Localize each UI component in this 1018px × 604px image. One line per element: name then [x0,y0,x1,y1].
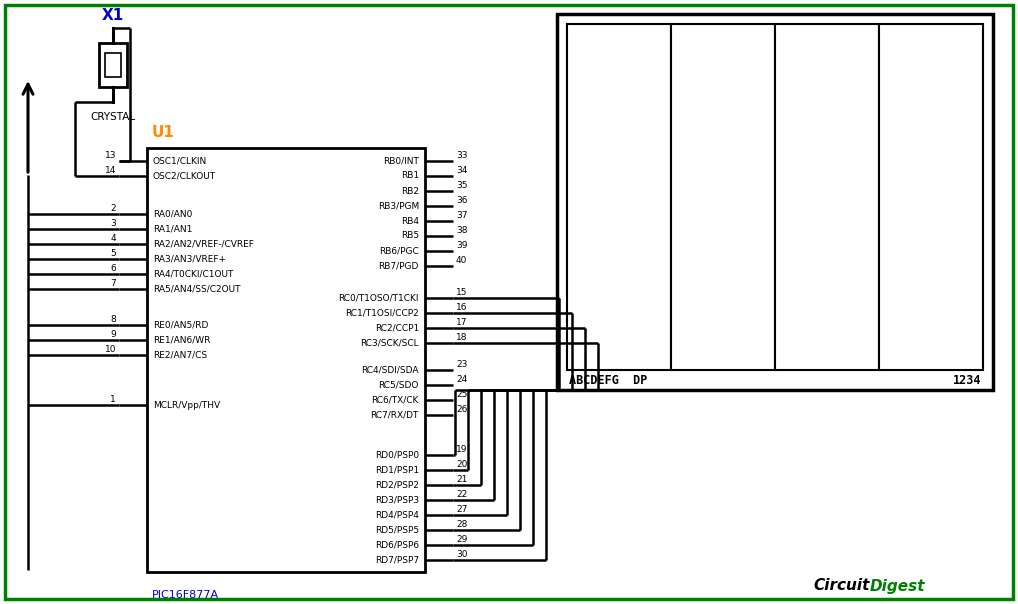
Text: 38: 38 [456,226,467,235]
Text: 37: 37 [456,211,467,220]
Text: RD7/PSP7: RD7/PSP7 [375,556,419,565]
Text: 19: 19 [456,445,467,454]
Text: RB6/PGC: RB6/PGC [380,246,419,255]
Text: 27: 27 [456,505,467,514]
Text: Circuit: Circuit [813,579,870,594]
Text: RA2/AN2/VREF-/CVREF: RA2/AN2/VREF-/CVREF [153,240,253,248]
Bar [567,24,671,370]
Text: 36: 36 [456,196,467,205]
Text: 25: 25 [456,390,467,399]
Text: RB7/PGD: RB7/PGD [379,262,419,271]
Text: 4: 4 [110,234,116,243]
Text: 13: 13 [105,151,116,160]
Text: RE1/AN6/WR: RE1/AN6/WR [153,335,211,344]
Text: 29: 29 [456,535,467,544]
Text: ABCDEFG  DP: ABCDEFG DP [569,373,647,387]
Bar [105,53,121,77]
Text: 1: 1 [110,395,116,404]
Text: RB4: RB4 [401,216,419,225]
Text: Digest: Digest [870,579,925,594]
Text: RD6/PSP6: RD6/PSP6 [375,541,419,550]
Text: RC3/SCK/SCL: RC3/SCK/SCL [360,338,419,347]
Text: 35: 35 [456,181,467,190]
Bar [671,24,775,370]
Text: 24: 24 [456,375,467,384]
Text: 21: 21 [456,475,467,484]
Text: RA3/AN3/VREF+: RA3/AN3/VREF+ [153,254,226,263]
Text: RC4/SDI/SDA: RC4/SDI/SDA [361,365,419,374]
Text: RA5/AN4/SS/C2OUT: RA5/AN4/SS/C2OUT [153,284,240,294]
Text: RA4/T0CKI/C1OUT: RA4/T0CKI/C1OUT [153,269,233,278]
Text: RC2/CCP1: RC2/CCP1 [375,324,419,332]
Text: 16: 16 [456,303,467,312]
Text: RD0/PSP0: RD0/PSP0 [375,451,419,460]
Text: 34: 34 [456,166,467,175]
Text: 5: 5 [110,249,116,258]
Bar [557,14,993,390]
Text: 7: 7 [110,279,116,288]
Text: 3: 3 [110,219,116,228]
Text: 18: 18 [456,333,467,342]
Text: RD1/PSP1: RD1/PSP1 [375,466,419,475]
Text: 6: 6 [110,264,116,273]
Text: 2: 2 [110,204,116,213]
Text: RD5/PSP5: RD5/PSP5 [375,525,419,535]
Text: 39: 39 [456,241,467,250]
Text: X1: X1 [102,8,124,23]
Text: 28: 28 [456,520,467,529]
Text: RA1/AN1: RA1/AN1 [153,225,192,234]
Text: 26: 26 [456,405,467,414]
Bar [99,43,127,87]
Text: 8: 8 [110,315,116,324]
Text: 40: 40 [456,256,467,265]
Text: OSC1/CLKIN: OSC1/CLKIN [153,156,208,165]
Text: OSC2/CLKOUT: OSC2/CLKOUT [153,172,216,181]
Text: 22: 22 [456,490,467,499]
Text: RD3/PSP3: RD3/PSP3 [375,495,419,504]
Text: RC6/TX/CK: RC6/TX/CK [372,396,419,405]
Text: 1234: 1234 [953,373,981,387]
Text: RC7/RX/DT: RC7/RX/DT [371,411,419,420]
Text: RB2: RB2 [401,187,419,196]
Text: 30: 30 [456,550,467,559]
Text: RD2/PSP2: RD2/PSP2 [375,481,419,489]
Bar [775,24,879,370]
Text: RB0/INT: RB0/INT [383,156,419,165]
Text: 33: 33 [456,151,467,160]
Text: 14: 14 [105,166,116,175]
Text: 17: 17 [456,318,467,327]
Text: RE0/AN5/RD: RE0/AN5/RD [153,321,209,330]
Text: RB1: RB1 [401,172,419,181]
Text: RB5: RB5 [401,231,419,240]
Text: RE2/AN7/CS: RE2/AN7/CS [153,350,207,359]
Bar [147,148,425,572]
Text: PIC16F877A: PIC16F877A [152,590,219,600]
Text: 20: 20 [456,460,467,469]
Bar [879,24,983,370]
Text: MCLR/Vpp/THV: MCLR/Vpp/THV [153,400,220,410]
Text: RC1/T1OSI/CCP2: RC1/T1OSI/CCP2 [345,309,419,318]
Text: RC5/SDO: RC5/SDO [379,381,419,390]
Text: RD4/PSP4: RD4/PSP4 [375,510,419,519]
Text: 23: 23 [456,360,467,369]
Text: 9: 9 [110,330,116,339]
Text: 10: 10 [105,345,116,354]
Text: U1: U1 [152,125,175,140]
Text: RC0/T1OSO/T1CKI: RC0/T1OSO/T1CKI [339,294,419,303]
Text: RA0/AN0: RA0/AN0 [153,210,192,219]
Text: RB3/PGM: RB3/PGM [378,202,419,211]
Text: CRYSTAL: CRYSTAL [91,112,135,122]
Text: 15: 15 [456,288,467,297]
